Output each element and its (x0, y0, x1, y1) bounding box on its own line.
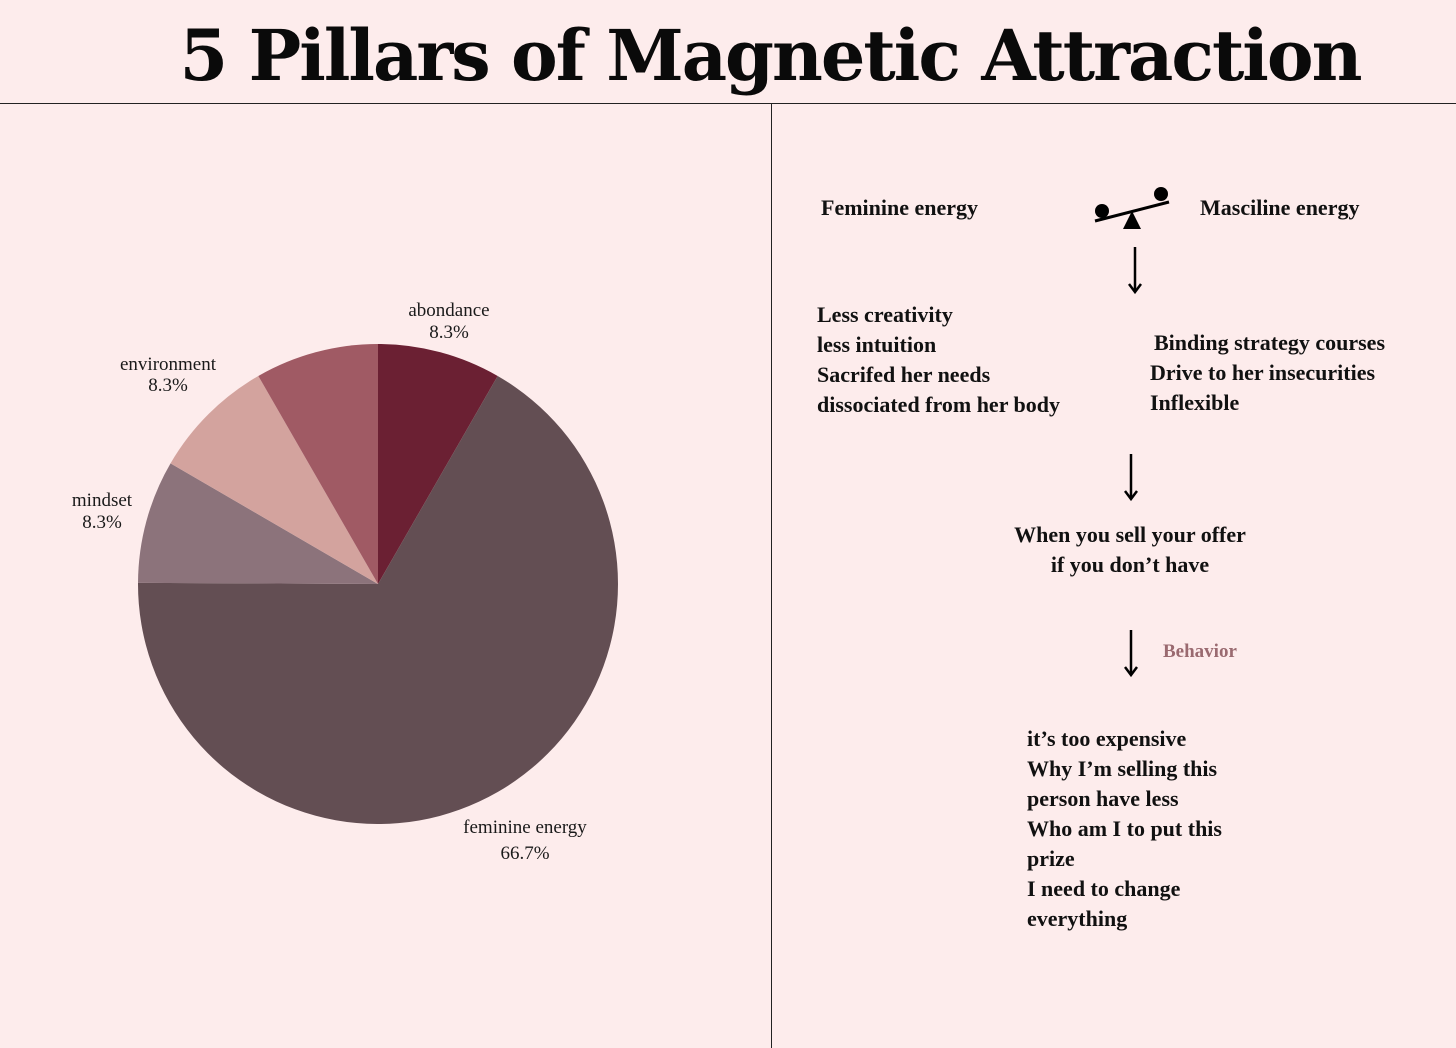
value-environment: 8.3% (148, 375, 188, 396)
sell-offer-text: When you sell your offer if you don’t ha… (980, 520, 1280, 580)
value-mindset: 8.3% (82, 512, 122, 533)
list-item: less intuition (817, 332, 937, 357)
label-abondance: abondance (408, 300, 489, 321)
label-environment: environment (120, 354, 217, 375)
pie-chart: abondance 8.3% environment 8.3% mindset … (72, 300, 618, 864)
column-divider (771, 104, 772, 1048)
list-item: prize (1027, 846, 1075, 871)
feminine-energy-label: Feminine energy (821, 195, 979, 220)
list-item: dissociated from her body (817, 392, 1061, 417)
masculine-effects-list: Binding strategy courses Drive to her in… (1150, 328, 1385, 418)
list-item: everything (1027, 906, 1128, 931)
pie-slice-3 (170, 375, 378, 584)
feminine-effects-list: Less creativity less intuition Sacrifed … (817, 300, 1060, 420)
list-item: Who am I to put this (1027, 816, 1222, 841)
label-mindset: mindset (72, 490, 133, 511)
behavior-label: Behavior (1163, 641, 1237, 662)
list-item: Why I’m selling this (1027, 756, 1218, 781)
arrow-down-icon (1128, 247, 1142, 295)
value-abondance: 8.3% (429, 322, 469, 343)
sell-line-1: When you sell your offer (1014, 522, 1246, 547)
sell-line-2: if you don’t have (1050, 552, 1210, 577)
list-item: I need to change (1027, 876, 1181, 901)
list-item: Less creativity (817, 302, 953, 327)
page-title: 5 Pillars of Magnetic Attraction (179, 14, 1363, 97)
list-item: Inflexible (1150, 390, 1240, 415)
list-item: person have less (1027, 786, 1179, 811)
list-item: it’s too expensive (1027, 726, 1187, 751)
label-feminine-energy: feminine energy (463, 817, 587, 838)
masculine-energy-label: Masciline energy (1200, 195, 1360, 220)
behaviors-list: it’s too expensive Why I’m selling this … (1027, 724, 1222, 934)
title-divider (0, 103, 1456, 104)
pie-slice-abondance (378, 344, 498, 584)
balance-scale-icon (1094, 187, 1170, 229)
arrow-down-icon (1124, 454, 1138, 502)
value-feminine-energy: 66.7% (500, 843, 549, 864)
list-item: Drive to her insecurities (1150, 360, 1376, 385)
list-item: Sacrifed her needs (817, 362, 991, 387)
pie-slice-4 (258, 344, 378, 584)
pie-slice-2 (138, 463, 378, 584)
pie-slice-feminine-energy (137, 375, 618, 824)
list-item: Binding strategy courses (1154, 330, 1385, 355)
arrow-down-icon (1124, 630, 1138, 678)
